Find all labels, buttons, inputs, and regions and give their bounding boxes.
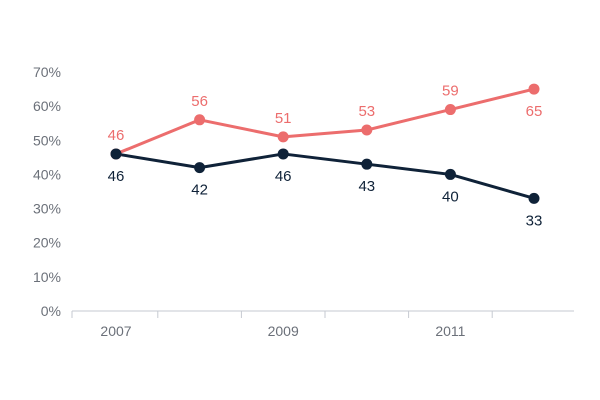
- series-navy-data-label: 42: [191, 182, 208, 199]
- series-red-data-label: 51: [275, 110, 292, 127]
- y-tick-label: 20%: [33, 235, 61, 251]
- series-red-data-label: 59: [442, 83, 459, 100]
- series-red-point: [444, 104, 456, 116]
- y-tick-label: 70%: [33, 64, 61, 80]
- y-axis: 0% 10% 20% 30% 40% 50% 60% 70%: [33, 64, 61, 319]
- series-navy-line: [114, 152, 536, 200]
- x-tick-label: 2007: [100, 323, 131, 339]
- series-lines: [114, 87, 536, 200]
- y-tick-label: 30%: [33, 201, 61, 217]
- y-tick-label: 0%: [41, 303, 61, 319]
- series-points: [110, 83, 540, 204]
- series-red-point: [194, 114, 206, 126]
- series-red-point: [361, 124, 373, 136]
- x-axis: 2007 2009 2011: [71, 310, 574, 339]
- y-tick-label: 40%: [33, 166, 61, 182]
- series-navy-point: [110, 148, 122, 160]
- series-navy-data-label: 33: [526, 212, 543, 229]
- series-navy-data-label: 46: [275, 168, 292, 185]
- x-tick-label: 2009: [268, 323, 299, 339]
- series-navy-point: [444, 168, 456, 180]
- series-red-line: [114, 87, 536, 156]
- series-navy-data-label: 43: [358, 178, 375, 195]
- series-navy-point: [361, 158, 373, 170]
- y-tick-label: 10%: [33, 269, 61, 285]
- series-red-data-label: 56: [191, 93, 208, 110]
- series-navy-data-label: 46: [108, 168, 125, 185]
- series-red-point: [528, 83, 540, 95]
- series-navy-point: [277, 148, 289, 160]
- y-tick-label: 50%: [33, 132, 61, 148]
- series-red-data-label: 53: [358, 103, 375, 120]
- series-navy-point: [528, 192, 540, 204]
- series-red-data-label: 46: [108, 127, 125, 144]
- data-labels: 46 56 51 53 59 65 46 42 46 43 40 33: [108, 83, 543, 230]
- series-red-data-label: 65: [526, 103, 543, 120]
- series-navy-data-label: 40: [442, 188, 459, 205]
- series-navy-point: [194, 162, 206, 174]
- x-tick-label: 2011: [435, 323, 465, 339]
- y-tick-label: 60%: [33, 98, 61, 114]
- series-red-point: [277, 131, 289, 143]
